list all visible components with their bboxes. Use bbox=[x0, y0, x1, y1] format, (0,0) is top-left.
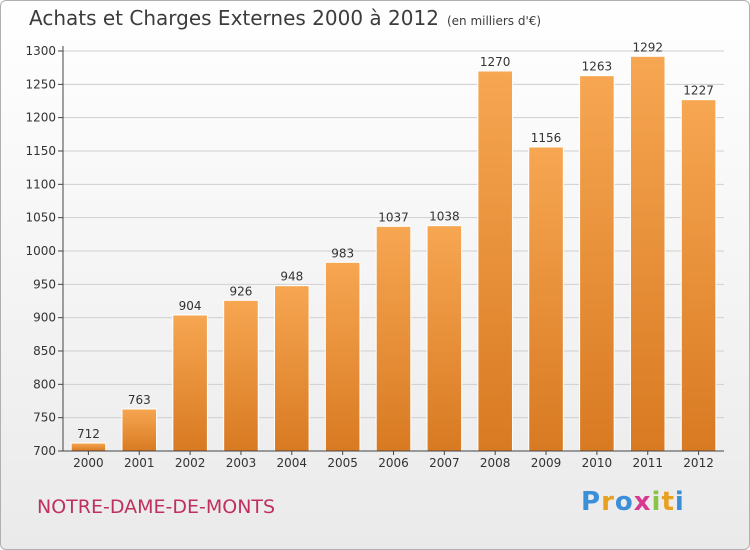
y-tick-label-1300: 1300 bbox=[25, 44, 56, 58]
y-tick-label-900: 900 bbox=[33, 311, 56, 325]
x-tick-label-2002: 2002 bbox=[175, 456, 206, 470]
logo-letter-4: i bbox=[651, 487, 662, 517]
value-label-2004: 948 bbox=[280, 270, 303, 284]
logo-letter-2: o bbox=[614, 487, 634, 517]
y-tick-label-850: 850 bbox=[33, 344, 56, 358]
value-label-2010: 1263 bbox=[582, 60, 613, 74]
x-tick-label-2003: 2003 bbox=[226, 456, 257, 470]
value-label-2005: 983 bbox=[331, 246, 354, 260]
value-label-2002: 904 bbox=[179, 299, 202, 313]
x-tick-label-2008: 2008 bbox=[480, 456, 511, 470]
value-label-2001: 763 bbox=[128, 393, 151, 407]
logo-letter-5: t bbox=[661, 487, 675, 517]
logo-letter-1: r bbox=[601, 487, 615, 517]
bar-2006 bbox=[375, 225, 412, 452]
value-label-2006: 1037 bbox=[378, 210, 409, 224]
axis-layer bbox=[58, 46, 724, 455]
bar-2009 bbox=[528, 146, 564, 452]
x-tick-label-2000: 2000 bbox=[73, 456, 104, 470]
bar-2008 bbox=[477, 70, 513, 452]
bar-2011 bbox=[629, 55, 666, 452]
x-tick-label-2007: 2007 bbox=[429, 456, 460, 470]
y-tick-label-1200: 1200 bbox=[25, 111, 56, 125]
value-label-2009: 1156 bbox=[531, 131, 562, 145]
x-tick-label-2010: 2010 bbox=[582, 456, 613, 470]
y-tick-label-1250: 1250 bbox=[25, 77, 56, 91]
y-tick-label-1050: 1050 bbox=[25, 211, 56, 225]
logo-letter-6: i bbox=[674, 487, 685, 517]
bar-2012 bbox=[680, 99, 717, 452]
value-label-2012: 1227 bbox=[683, 84, 714, 98]
y-tick-label-1000: 1000 bbox=[25, 244, 56, 258]
value-label-2011: 1292 bbox=[632, 40, 663, 54]
x-tick-label-2001: 2001 bbox=[124, 456, 155, 470]
chart-title-text: Achats et Charges Externes 2000 à 2012 bbox=[29, 6, 439, 30]
x-tick-label-2006: 2006 bbox=[378, 456, 409, 470]
chart-title: Achats et Charges Externes 2000 à 2012 (e… bbox=[29, 6, 541, 30]
y-tick-label-700: 700 bbox=[33, 444, 56, 458]
y-tick-label-1100: 1100 bbox=[25, 177, 56, 191]
town-name: NOTRE-DAME-DE-MONTS bbox=[37, 496, 276, 518]
y-tick-label-950: 950 bbox=[33, 277, 56, 291]
value-label-2000: 712 bbox=[77, 427, 100, 441]
chart-unit: (en milliers d'€) bbox=[446, 14, 542, 28]
y-tick-label-1150: 1150 bbox=[25, 144, 56, 158]
bar-2001 bbox=[121, 408, 158, 452]
value-label-2007: 1038 bbox=[429, 210, 460, 224]
label-layer: 700 750 800 850 900 950 1000 1050 1100 1150 1200 12… bbox=[25, 40, 713, 470]
bar-2010 bbox=[579, 75, 615, 452]
value-label-2003: 926 bbox=[230, 284, 253, 298]
x-tick-label-2012: 2012 bbox=[683, 456, 714, 470]
bar-2003 bbox=[223, 299, 259, 452]
y-tick-label-800: 800 bbox=[33, 377, 56, 391]
bar-2002 bbox=[172, 314, 208, 452]
bar-2000 bbox=[70, 442, 107, 452]
y-tick-label-750: 750 bbox=[33, 411, 56, 425]
logo-letter-0: P bbox=[581, 487, 602, 517]
x-tick-label-2011: 2011 bbox=[632, 456, 663, 470]
bar-2005 bbox=[324, 261, 361, 452]
x-tick-label-2009: 2009 bbox=[531, 456, 562, 470]
value-label-2008: 1270 bbox=[480, 55, 511, 69]
proxiti-logo[interactable]: Proxiti bbox=[581, 487, 685, 517]
logo-letter-3: x bbox=[633, 487, 652, 517]
bar-2004 bbox=[274, 285, 310, 452]
bar-2007 bbox=[426, 225, 463, 452]
bar-layer bbox=[70, 55, 717, 452]
x-tick-label-2004: 2004 bbox=[277, 456, 308, 470]
x-tick-label-2005: 2005 bbox=[327, 456, 358, 470]
